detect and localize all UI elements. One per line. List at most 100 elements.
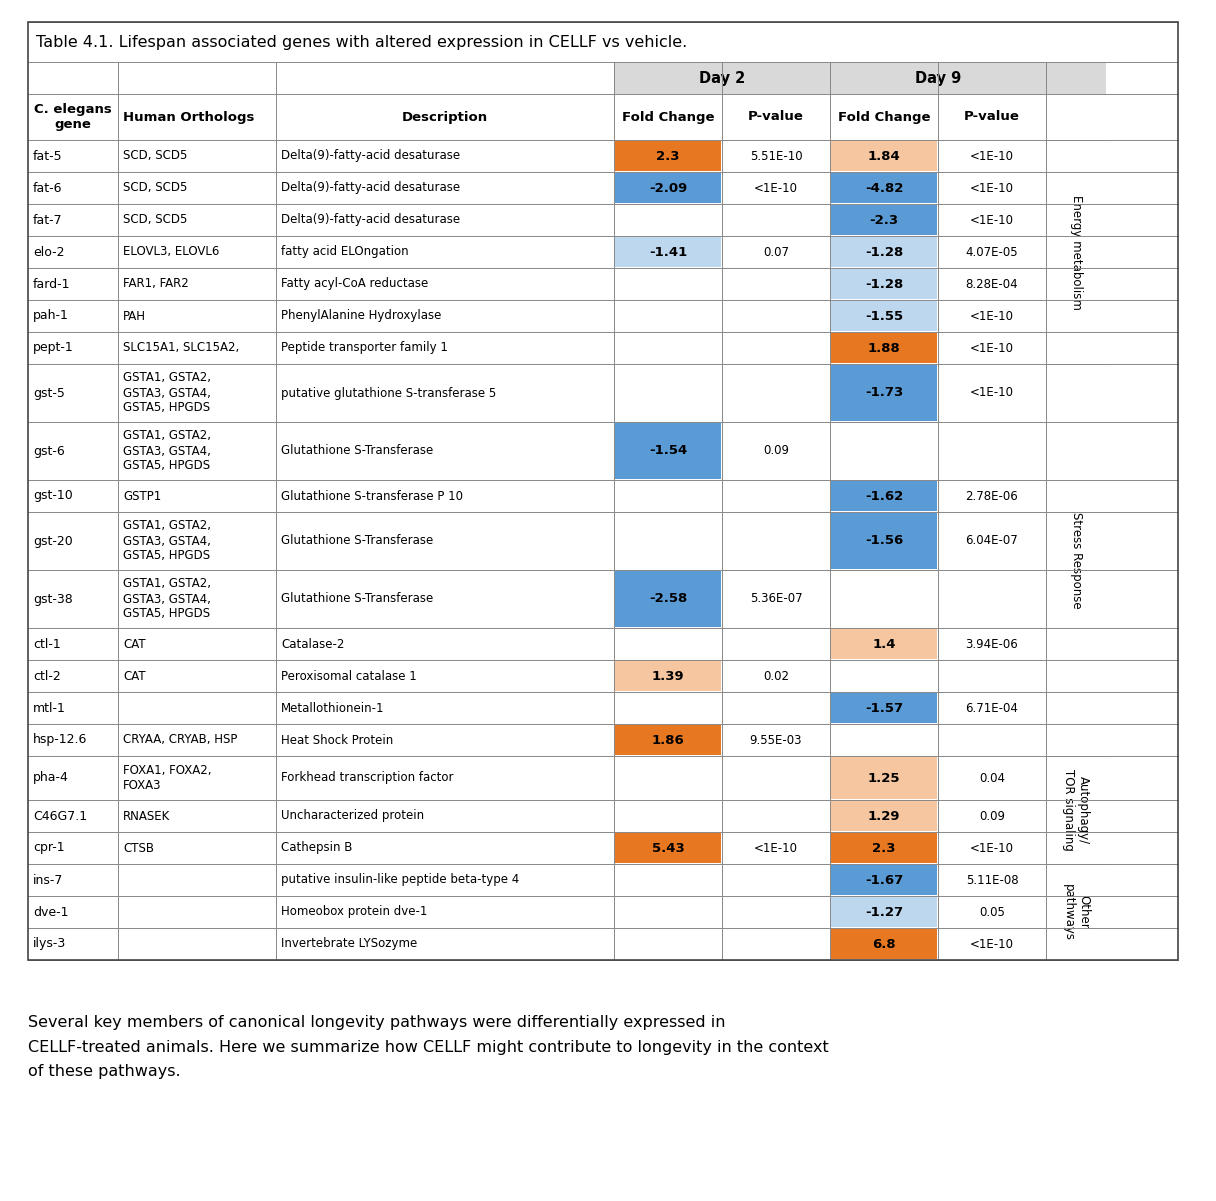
Text: Delta(9)-fatty-acid desaturase: Delta(9)-fatty-acid desaturase xyxy=(281,149,460,162)
Text: -2.3: -2.3 xyxy=(869,214,899,227)
Text: PAH: PAH xyxy=(123,310,146,323)
Text: Human Orthologs: Human Orthologs xyxy=(123,110,254,124)
Text: SLC15A1, SLC15A2,: SLC15A1, SLC15A2, xyxy=(123,341,240,354)
Text: ctl-1: ctl-1 xyxy=(33,638,61,651)
Bar xyxy=(28,22,1178,960)
Text: Homeobox protein dve-1: Homeobox protein dve-1 xyxy=(281,906,427,919)
Bar xyxy=(615,661,721,691)
Bar xyxy=(28,896,1178,928)
Bar xyxy=(28,331,1178,364)
Bar xyxy=(28,94,1178,141)
Bar xyxy=(1046,141,1107,364)
Text: mtl-1: mtl-1 xyxy=(33,701,66,715)
Text: -1.62: -1.62 xyxy=(865,490,903,502)
Text: -1.41: -1.41 xyxy=(649,245,687,258)
Text: -4.82: -4.82 xyxy=(865,181,903,195)
Text: CTSB: CTSB xyxy=(123,842,154,854)
Bar xyxy=(615,570,721,627)
Bar xyxy=(28,864,1178,896)
Text: 2.3: 2.3 xyxy=(657,149,680,162)
Text: gst-5: gst-5 xyxy=(33,387,64,400)
Text: putative insulin-like peptide beta-type 4: putative insulin-like peptide beta-type … xyxy=(281,873,519,886)
Bar xyxy=(831,173,938,203)
Text: 4.07E-05: 4.07E-05 xyxy=(966,245,1018,258)
Bar xyxy=(831,865,938,895)
Bar xyxy=(28,422,1178,480)
Text: <1E-10: <1E-10 xyxy=(970,387,1014,400)
Text: Fold Change: Fold Change xyxy=(621,110,714,124)
Text: SCD, SCD5: SCD, SCD5 xyxy=(123,214,187,227)
Text: 0.02: 0.02 xyxy=(762,669,789,682)
Text: 6.04E-07: 6.04E-07 xyxy=(966,534,1018,548)
Text: Day 9: Day 9 xyxy=(914,71,961,85)
Text: Heat Shock Protein: Heat Shock Protein xyxy=(281,734,393,747)
Text: Table 4.1. Lifespan associated genes with altered expression in CELLF vs vehicle: Table 4.1. Lifespan associated genes wit… xyxy=(36,35,687,49)
Text: 6.8: 6.8 xyxy=(872,938,896,950)
Text: 1.29: 1.29 xyxy=(868,809,900,823)
Bar xyxy=(831,693,938,723)
Text: fard-1: fard-1 xyxy=(33,277,71,291)
Text: gst-38: gst-38 xyxy=(33,592,73,605)
Bar xyxy=(1046,364,1107,755)
Text: -2.58: -2.58 xyxy=(649,592,687,605)
Text: fat-7: fat-7 xyxy=(33,214,63,227)
Bar xyxy=(614,62,831,94)
Text: pah-1: pah-1 xyxy=(33,310,69,323)
Text: -2.09: -2.09 xyxy=(649,181,687,195)
Text: RNASEK: RNASEK xyxy=(123,809,170,823)
Bar xyxy=(28,661,1178,692)
Bar xyxy=(28,724,1178,755)
Bar xyxy=(831,269,938,299)
Bar xyxy=(831,62,1046,94)
Bar xyxy=(28,172,1178,204)
Text: Stress Response: Stress Response xyxy=(1070,512,1082,609)
Text: FAR1, FAR2: FAR1, FAR2 xyxy=(123,277,188,291)
Text: Cathepsin B: Cathepsin B xyxy=(281,842,353,854)
Text: GSTA1, GSTA2,
GSTA3, GSTA4,
GSTA5, HPGDS: GSTA1, GSTA2, GSTA3, GSTA4, GSTA5, HPGDS xyxy=(123,430,212,472)
Text: Invertebrate LYSozyme: Invertebrate LYSozyme xyxy=(281,938,417,950)
Text: <1E-10: <1E-10 xyxy=(970,181,1014,195)
Text: gst-20: gst-20 xyxy=(33,534,73,548)
Text: Several key members of canonical longevity pathways were differentially expresse: Several key members of canonical longevi… xyxy=(28,1015,829,1080)
Text: -1.28: -1.28 xyxy=(865,245,903,258)
Text: Peroxisomal catalase 1: Peroxisomal catalase 1 xyxy=(281,669,417,682)
Text: Uncharacterized protein: Uncharacterized protein xyxy=(281,809,424,823)
Text: 1.86: 1.86 xyxy=(652,734,685,747)
Bar xyxy=(28,268,1178,300)
Bar xyxy=(831,833,938,864)
Text: <1E-10: <1E-10 xyxy=(970,214,1014,227)
Text: <1E-10: <1E-10 xyxy=(754,842,798,854)
Text: pept-1: pept-1 xyxy=(33,341,74,354)
Text: P-value: P-value xyxy=(748,110,804,124)
Bar xyxy=(28,300,1178,331)
Text: Glutathione S-Transferase: Glutathione S-Transferase xyxy=(281,534,433,548)
Text: Fatty acyl-CoA reductase: Fatty acyl-CoA reductase xyxy=(281,277,428,291)
Bar xyxy=(831,141,938,171)
Text: P-value: P-value xyxy=(964,110,1020,124)
Bar xyxy=(831,629,938,659)
Bar xyxy=(28,832,1178,864)
Bar xyxy=(28,237,1178,268)
Bar xyxy=(28,928,1178,960)
Text: FOXA1, FOXA2,
FOXA3: FOXA1, FOXA2, FOXA3 xyxy=(123,764,212,791)
Bar xyxy=(1046,864,1107,960)
Text: Day 2: Day 2 xyxy=(699,71,745,85)
Text: 0.04: 0.04 xyxy=(979,771,1004,784)
Bar xyxy=(28,628,1178,661)
Text: cpr-1: cpr-1 xyxy=(33,842,64,854)
Text: Catalase-2: Catalase-2 xyxy=(281,638,344,651)
Bar xyxy=(831,205,938,235)
Text: 5.11E-08: 5.11E-08 xyxy=(966,873,1018,886)
Text: <1E-10: <1E-10 xyxy=(970,149,1014,162)
Text: elo-2: elo-2 xyxy=(33,245,64,258)
Text: 5.51E-10: 5.51E-10 xyxy=(750,149,803,162)
Text: Delta(9)-fatty-acid desaturase: Delta(9)-fatty-acid desaturase xyxy=(281,214,460,227)
Text: <1E-10: <1E-10 xyxy=(970,938,1014,950)
Bar xyxy=(1046,62,1107,141)
Bar xyxy=(831,301,938,331)
Text: <1E-10: <1E-10 xyxy=(970,341,1014,354)
Text: 2.3: 2.3 xyxy=(872,842,896,854)
Text: Autophagy/
TOR signaling: Autophagy/ TOR signaling xyxy=(1062,769,1090,852)
Text: gst-10: gst-10 xyxy=(33,490,73,502)
Bar xyxy=(28,364,1178,422)
